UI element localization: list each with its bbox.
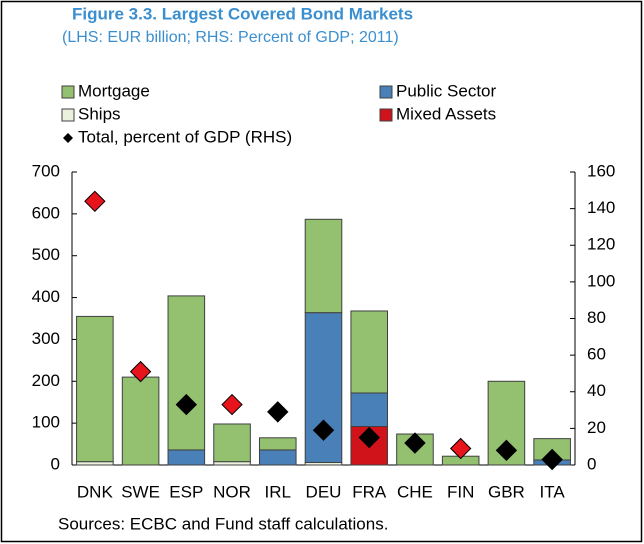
y2-tick-label: 40: [587, 381, 606, 400]
legend-swatch: [379, 108, 393, 122]
marker: [541, 448, 563, 471]
y2-tick-label: 100: [587, 271, 615, 290]
x-tick-label: DNK: [77, 482, 114, 501]
legend-label: Ships: [78, 104, 121, 123]
x-tick-label: ESP: [169, 482, 203, 501]
bar-segment: [213, 461, 251, 466]
y2-tick-label: 60: [587, 345, 606, 364]
bar-segment: [304, 218, 343, 314]
bar-segment: [167, 449, 206, 466]
marker: [449, 437, 472, 460]
marker: [267, 401, 289, 423]
x-tick-label: NOR: [213, 482, 251, 501]
x-tick-label: FRA: [352, 482, 387, 501]
bar-segment: [258, 449, 297, 466]
bar-segment: [167, 295, 206, 451]
bar-segment: [258, 437, 297, 451]
x-tick-label: DEU: [306, 482, 342, 501]
bar-segment: [76, 315, 114, 463]
x-tick-label: IRL: [265, 482, 291, 501]
bar-segment: [121, 376, 160, 466]
y2-tick-label: 80: [587, 308, 606, 327]
chart-subtitle: (LHS: EUR billion; RHS: Percent of GDP; …: [62, 29, 399, 46]
y-tick-label: 300: [32, 329, 60, 348]
marker: [221, 393, 243, 416]
bar-segment: [350, 310, 389, 394]
x-tick-label: GBR: [488, 482, 525, 501]
legend-swatch: [61, 85, 75, 99]
legend-label: Mixed Assets: [396, 104, 496, 123]
legend-swatch: [379, 85, 393, 99]
marker: [495, 439, 518, 462]
y-tick-label: 600: [32, 203, 60, 222]
bar-segment: [213, 423, 251, 463]
marker: [84, 190, 106, 213]
marker: [358, 426, 380, 449]
y-tick-label: 100: [32, 413, 60, 432]
source-note: Sources: ECBC and Fund staff calculation…: [58, 514, 388, 533]
y-tick-label: 200: [32, 371, 60, 390]
bar-segment: [76, 461, 114, 466]
chart-title: Figure 3.3. Largest Covered Bond Markets: [72, 4, 413, 23]
x-tick-label: FIN: [447, 482, 474, 501]
y-tick-label: 400: [32, 287, 60, 306]
y2-tick-label: 0: [587, 454, 596, 473]
y2-tick-label: 160: [587, 161, 615, 180]
legend-label: Total, percent of GDP (RHS): [78, 127, 292, 146]
marker: [129, 360, 152, 383]
y-tick-label: 700: [32, 161, 60, 180]
marker: [175, 393, 198, 416]
marker: [312, 419, 335, 441]
legend-label: Public Sector: [396, 81, 496, 100]
marker: [404, 432, 426, 454]
x-tick-label: CHE: [397, 482, 433, 501]
x-tick-label: SWE: [121, 482, 160, 501]
y-tick-label: 0: [51, 454, 60, 473]
y2-tick-label: 120: [587, 235, 615, 254]
x-tick-label: ITA: [540, 482, 566, 501]
legend-marker: [63, 133, 73, 143]
legend-swatch: [61, 108, 75, 122]
legend-label: Mortgage: [78, 81, 150, 100]
y2-tick-label: 20: [587, 418, 606, 437]
y-tick-label: 500: [32, 245, 60, 264]
bar-segment: [350, 392, 389, 427]
y2-tick-label: 140: [587, 198, 615, 217]
